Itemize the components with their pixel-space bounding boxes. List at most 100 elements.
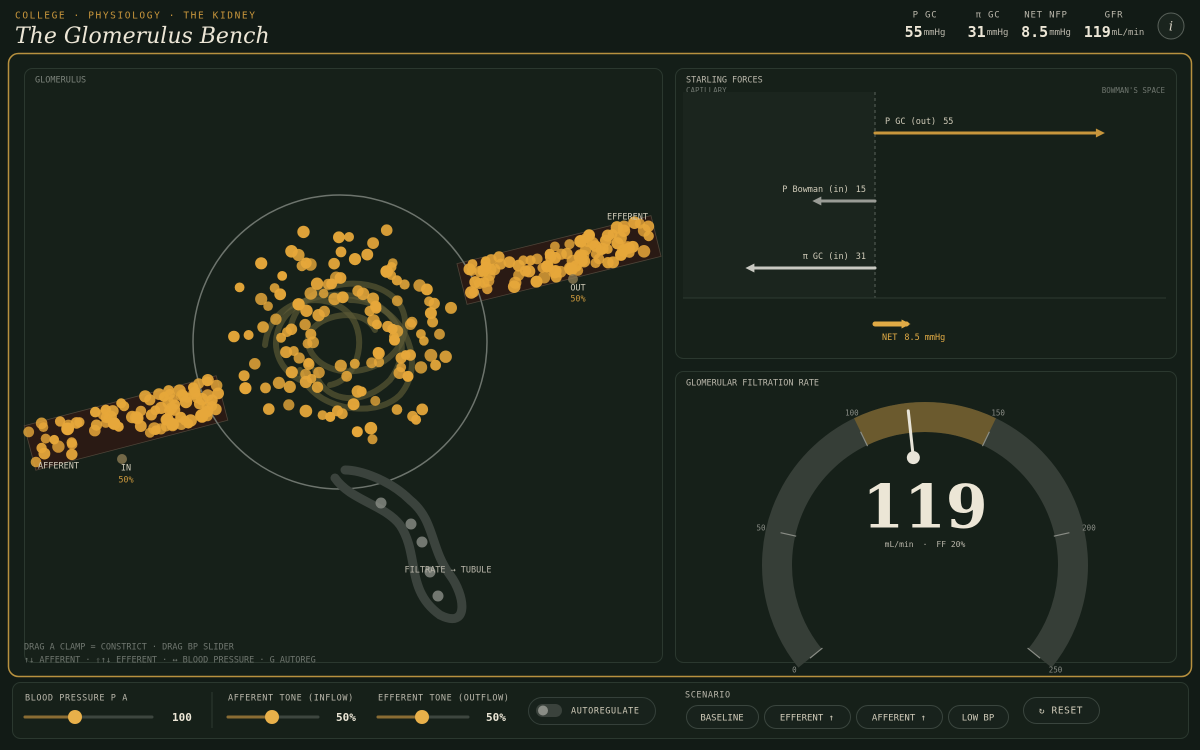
toggle-knob[interactable] xyxy=(538,705,548,716)
clamp-label: IN xyxy=(121,464,131,474)
scenario-button[interactable]: AFFERENT ↑ xyxy=(856,705,943,729)
blood-cell xyxy=(351,385,364,398)
scenario-button[interactable]: BASELINE xyxy=(686,705,759,729)
blood-cell xyxy=(351,426,363,438)
info-circle[interactable] xyxy=(1157,12,1185,40)
slider[interactable] xyxy=(226,710,320,724)
blood-cell xyxy=(154,401,168,414)
info-icon[interactable]: i xyxy=(1169,20,1173,35)
efferent-clamp xyxy=(568,274,578,284)
info-button[interactable]: i xyxy=(1157,12,1185,40)
button-body[interactable] xyxy=(686,705,759,729)
gauge-needle xyxy=(906,409,920,465)
stat-value: 119mL/min xyxy=(1084,23,1145,41)
gauge-tick-label: 250 xyxy=(1049,666,1063,675)
blood-cell xyxy=(280,346,293,359)
blood-cell xyxy=(531,253,543,265)
blood-cell xyxy=(372,347,384,358)
blood-cell xyxy=(234,282,245,293)
blood-cell xyxy=(328,292,341,306)
panel-title: GLOMERULUS xyxy=(35,76,86,86)
panel-title: STARLING FORCES xyxy=(686,76,763,86)
blood-cell xyxy=(413,279,426,292)
blood-cell xyxy=(564,262,578,276)
blood-cell xyxy=(285,323,298,336)
blood-cell xyxy=(97,408,110,421)
button-body[interactable] xyxy=(856,705,943,729)
blood-cell xyxy=(380,265,394,278)
force-arrow-head xyxy=(812,196,822,206)
blood-cell xyxy=(577,256,588,267)
blood-cell xyxy=(159,391,169,402)
button-label[interactable]: EFFERENT ↑ xyxy=(780,714,834,724)
breadcrumb: COLLEGE · PHYSIOLOGY · THE KIDNEY xyxy=(15,11,257,22)
blood-cell xyxy=(370,300,382,312)
blood-cell xyxy=(270,313,282,325)
button-body[interactable] xyxy=(764,705,851,729)
panel-title: GLOMERULAR FILTRATION RATE xyxy=(686,379,819,389)
toggle-label[interactable]: AUTOREGULATE xyxy=(571,707,640,717)
reset-button[interactable]: ↻ RESET xyxy=(1023,697,1100,724)
button-label[interactable]: LOW BP xyxy=(962,714,995,724)
blood-cell xyxy=(610,221,624,234)
stat-unit: mmHg xyxy=(987,28,1009,38)
button-label[interactable]: AFFERENT ↑ xyxy=(872,714,926,724)
slider-value: 50% xyxy=(486,711,506,724)
blood-cell xyxy=(296,260,308,272)
button-label[interactable]: ↻ RESET xyxy=(1039,706,1083,717)
net-name: NET xyxy=(882,333,897,343)
blood-cell xyxy=(38,422,49,432)
force-value: 31 xyxy=(856,252,866,262)
blood-cell xyxy=(434,328,445,340)
blood-cell xyxy=(126,410,139,424)
filtrate-particle xyxy=(432,590,444,602)
blood-cell xyxy=(334,359,347,372)
blood-cell xyxy=(285,245,298,258)
blood-cell xyxy=(550,241,560,252)
autoregulate-toggle[interactable]: AUTOREGULATE xyxy=(528,697,656,725)
stat-number: 119 xyxy=(1084,23,1111,41)
blood-cell xyxy=(297,225,310,239)
slider-knob[interactable] xyxy=(68,710,82,724)
blood-cell xyxy=(391,275,402,286)
blood-cell xyxy=(370,395,381,406)
hint: DRAG A CLAMP = CONSTRICT · DRAG BP SLIDE… xyxy=(24,643,235,653)
blood-cell xyxy=(90,419,103,431)
button-body[interactable] xyxy=(948,705,1009,729)
force-name: P GC (out) xyxy=(885,117,936,127)
force-name: π GC (in) xyxy=(803,252,849,262)
blood-cell xyxy=(303,358,315,370)
slider[interactable] xyxy=(23,710,154,724)
scenario-button[interactable]: LOW BP xyxy=(948,705,1009,729)
gfr-sub: mL/min · FF 20% xyxy=(885,540,966,549)
stat-value: 31mmHg xyxy=(968,23,1009,41)
blood-cell xyxy=(564,239,575,250)
blood-cell xyxy=(391,295,403,307)
blood-cell xyxy=(23,426,35,438)
blood-cell xyxy=(283,380,296,393)
toggle-body[interactable] xyxy=(528,697,656,725)
gauge-tick xyxy=(860,431,869,447)
force-value: 15 xyxy=(856,185,866,195)
slider-knob[interactable] xyxy=(265,710,279,724)
slider-label: BLOOD PRESSURE P A xyxy=(25,694,128,704)
stat-label: π GC xyxy=(976,11,1001,21)
stat-value: 8.5mmHg xyxy=(1021,23,1071,41)
button-body[interactable] xyxy=(1023,697,1100,724)
force-label: P GC (out) 55 xyxy=(885,117,953,127)
force-label: π GC (in) 31 xyxy=(803,252,866,262)
blood-cell xyxy=(507,280,521,294)
blood-cell xyxy=(466,265,477,276)
gauge-tick xyxy=(780,532,797,537)
gfr-value: 119 xyxy=(862,473,987,543)
blood-cell xyxy=(144,427,156,438)
gfr-panel xyxy=(675,371,1177,663)
gauge-tick xyxy=(1027,647,1041,659)
scenario-button[interactable]: EFFERENT ↑ xyxy=(764,705,851,729)
button-label[interactable]: BASELINE xyxy=(700,714,743,724)
blood-cell xyxy=(347,398,360,411)
tubule xyxy=(330,465,467,624)
slider[interactable] xyxy=(376,710,470,724)
blood-cell xyxy=(602,244,613,255)
slider-knob[interactable] xyxy=(415,710,429,724)
